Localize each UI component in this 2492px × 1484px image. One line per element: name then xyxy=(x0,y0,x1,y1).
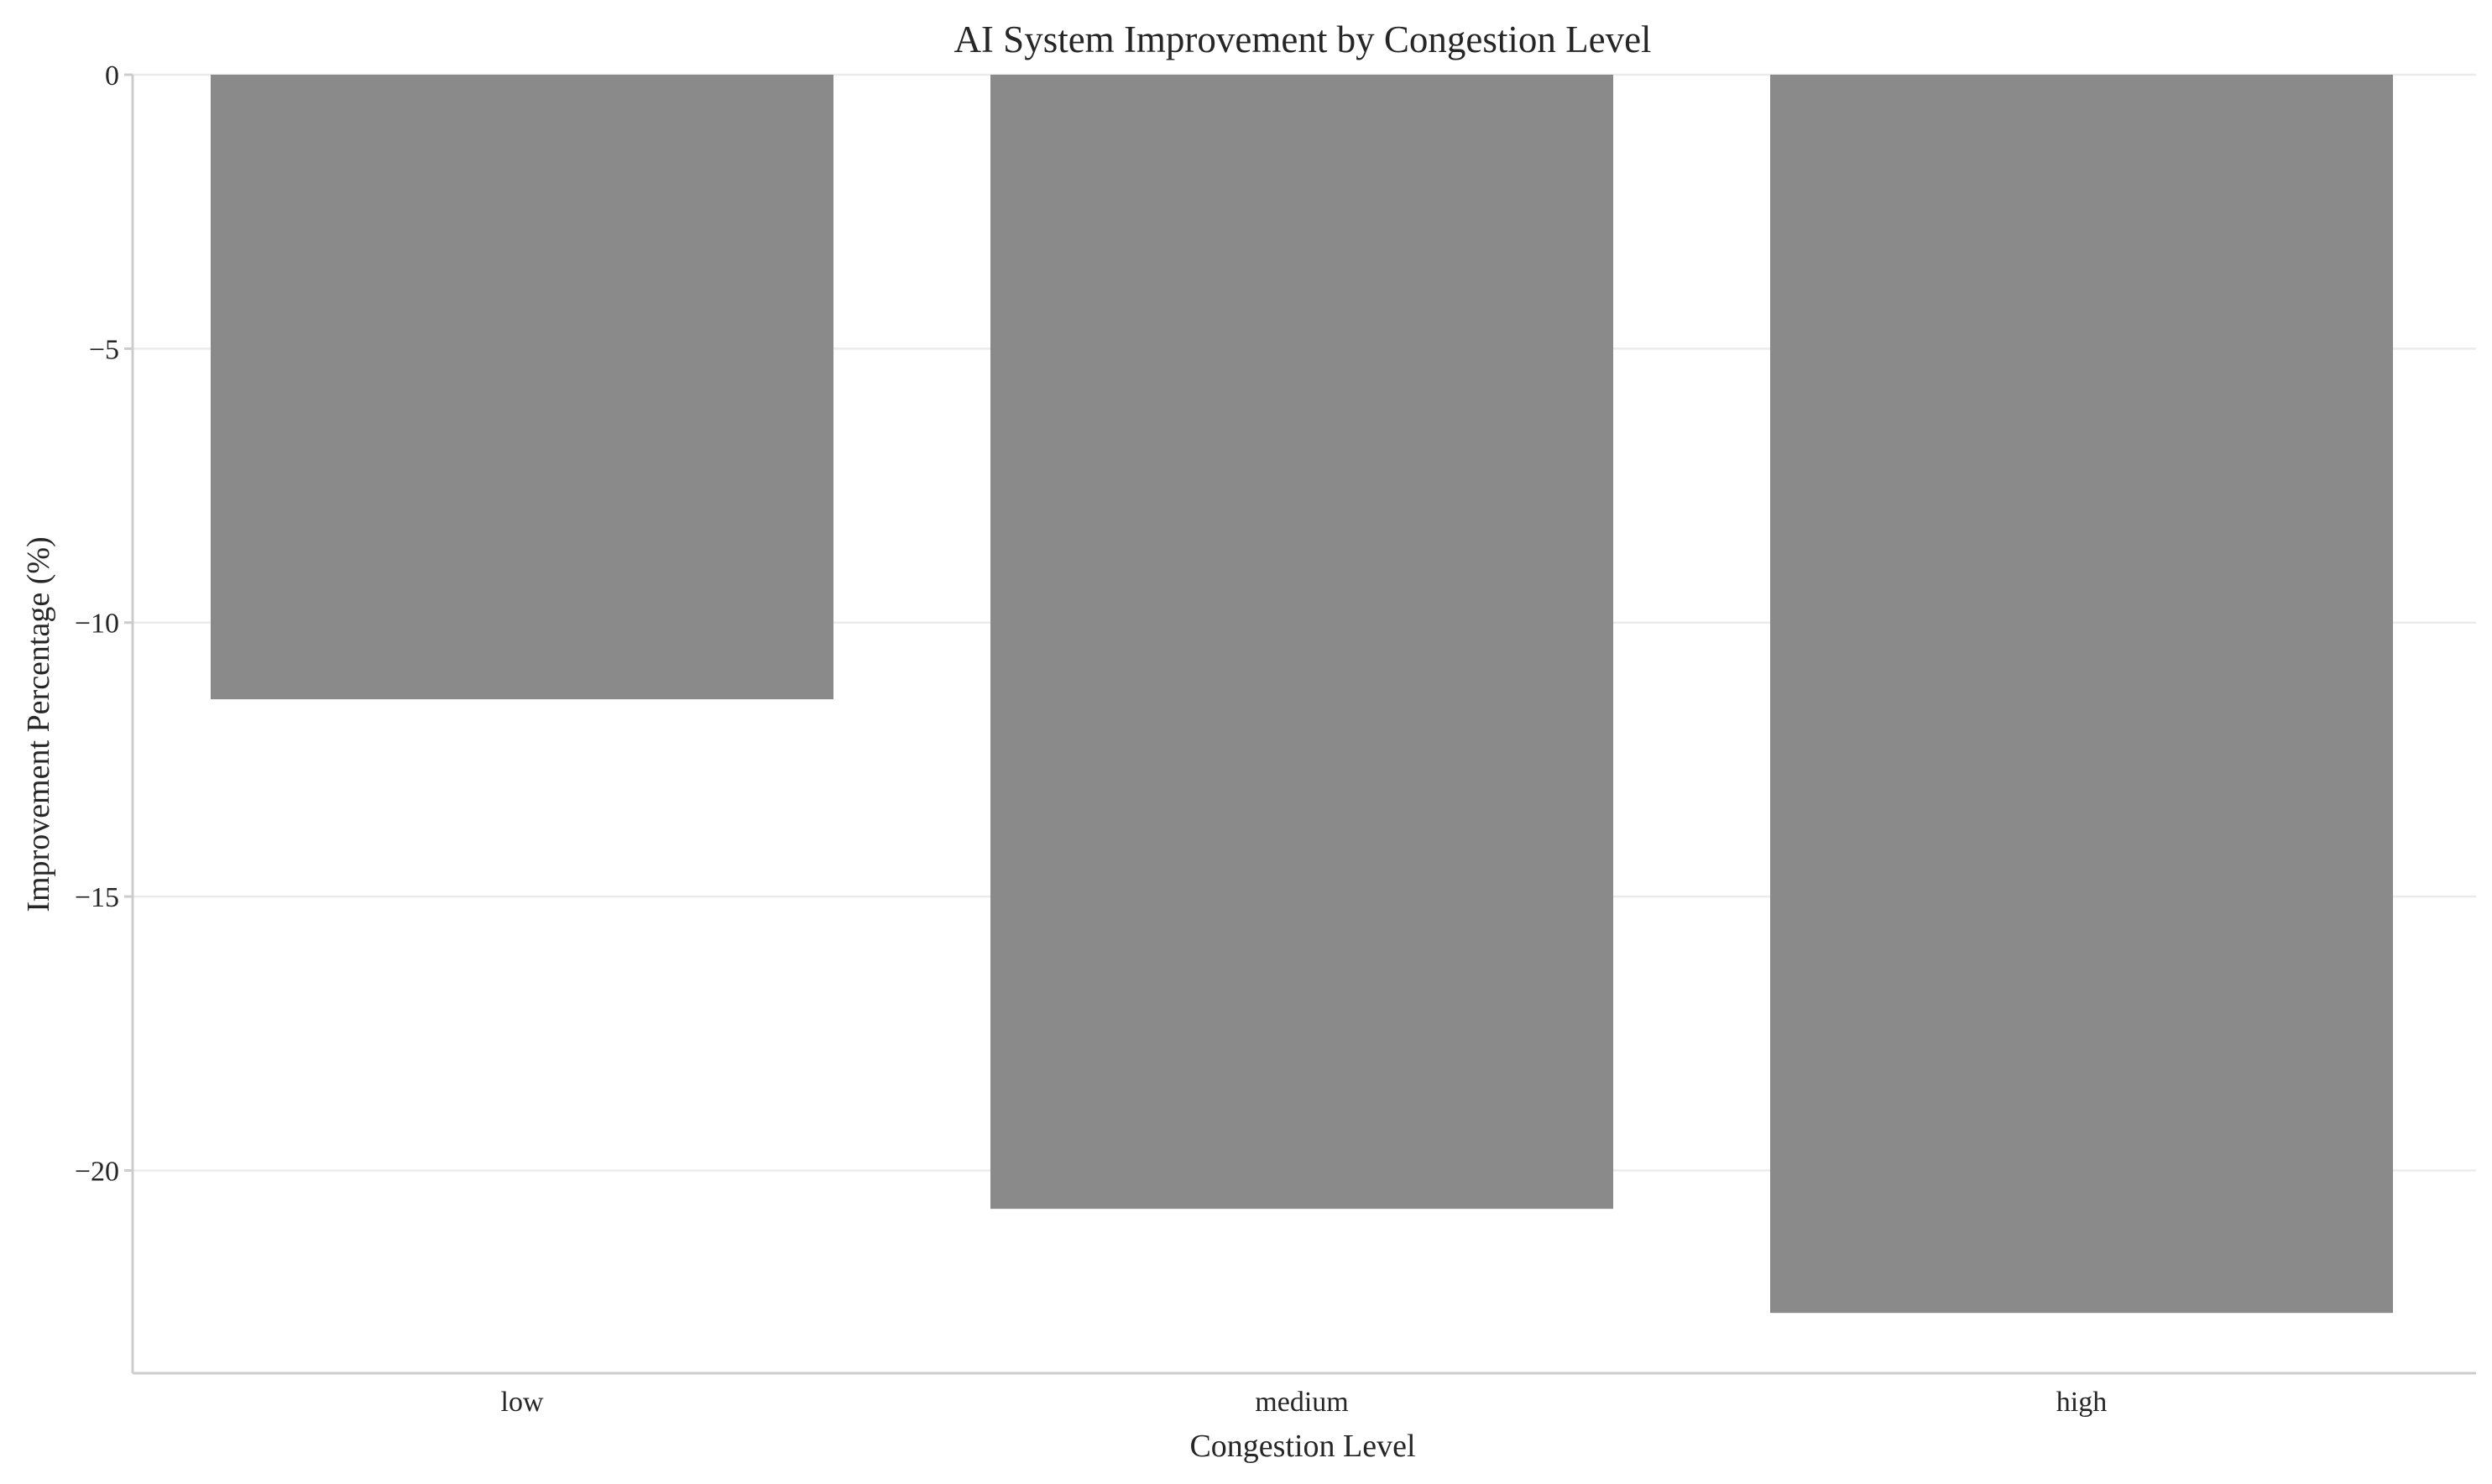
x-tick-label: high xyxy=(2056,1387,2107,1418)
x-ticks: low medium high xyxy=(501,1387,2108,1418)
y-tick-label: −20 xyxy=(75,1156,119,1187)
bar-high xyxy=(1770,75,2393,1314)
x-axis-title: Congestion Level xyxy=(1189,1429,1415,1464)
bars xyxy=(211,75,2393,1314)
x-tick-label: medium xyxy=(1255,1387,1348,1418)
y-ticks: 0 −5 −10 −15 −20 xyxy=(75,60,133,1187)
y-tick-label: −10 xyxy=(75,609,119,640)
y-tick-label: −5 xyxy=(89,334,119,365)
y-tick-label: 0 xyxy=(105,60,119,91)
chart-title: AI System Improvement by Congestion Leve… xyxy=(953,18,1651,60)
bar-low xyxy=(211,75,833,700)
x-tick-label: low xyxy=(501,1387,544,1418)
y-axis-title: Improvement Percentage (%) xyxy=(21,536,56,912)
bar-medium xyxy=(990,75,1613,1210)
y-tick-label: −15 xyxy=(75,882,119,913)
